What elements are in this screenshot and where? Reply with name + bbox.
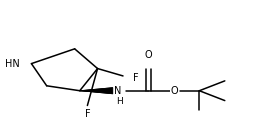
Text: O: O bbox=[145, 50, 152, 60]
Text: F: F bbox=[133, 73, 139, 83]
Text: HN: HN bbox=[5, 59, 20, 69]
Text: H: H bbox=[116, 97, 123, 106]
Polygon shape bbox=[80, 88, 113, 94]
Text: O: O bbox=[170, 86, 178, 96]
Text: F: F bbox=[85, 108, 90, 119]
Text: N: N bbox=[114, 86, 122, 96]
